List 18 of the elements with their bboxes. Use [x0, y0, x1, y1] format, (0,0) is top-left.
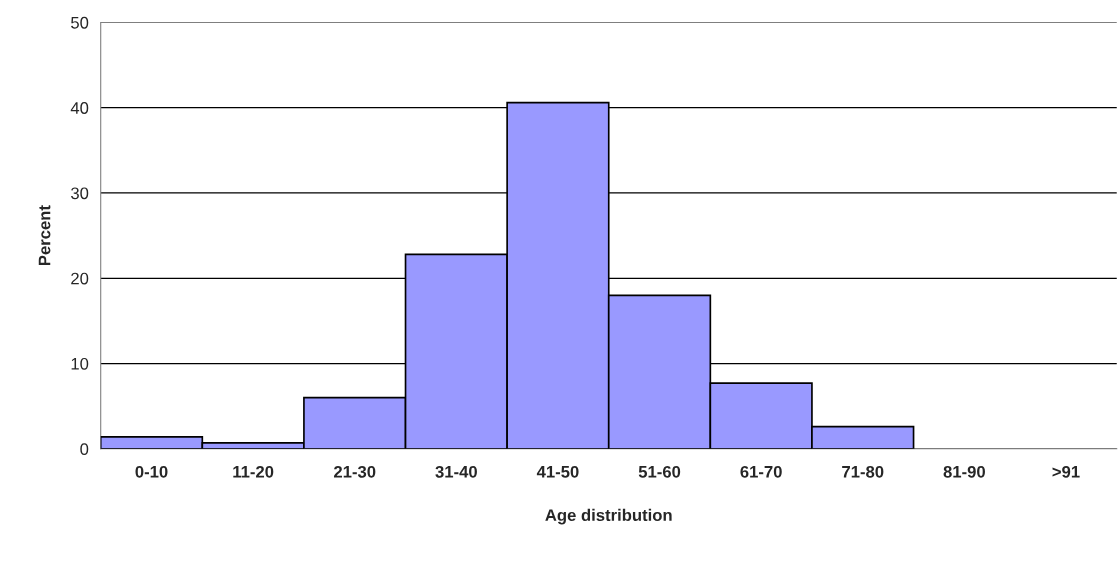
x-tick-label: 41-50 — [536, 465, 579, 478]
x-tick-label: 11-20 — [233, 465, 274, 478]
y-tick-label: 0 — [80, 443, 89, 455]
y-tick-label: 40 — [70, 102, 89, 114]
x-tick-label: >91 — [1052, 465, 1080, 478]
x-tick-label: 21-30 — [333, 465, 376, 478]
x-tick-label: 81-90 — [943, 465, 985, 478]
x-tick-label: 0-10 — [135, 465, 168, 478]
y-tick-label: 50 — [71, 16, 89, 29]
x-tick-label: 61-70 — [740, 465, 782, 478]
x-tick-label: 71-80 — [842, 465, 884, 478]
x-tick-label: 31-40 — [435, 465, 477, 478]
y-tick-label: 10 — [71, 357, 89, 370]
y-axis-title: Percent — [38, 205, 51, 266]
y-tick-label: 30 — [71, 187, 89, 200]
y-tick-label: 20 — [71, 272, 89, 285]
x-tick-label: 51-60 — [638, 465, 681, 478]
x-axis-title: Age distribution — [545, 508, 672, 525]
